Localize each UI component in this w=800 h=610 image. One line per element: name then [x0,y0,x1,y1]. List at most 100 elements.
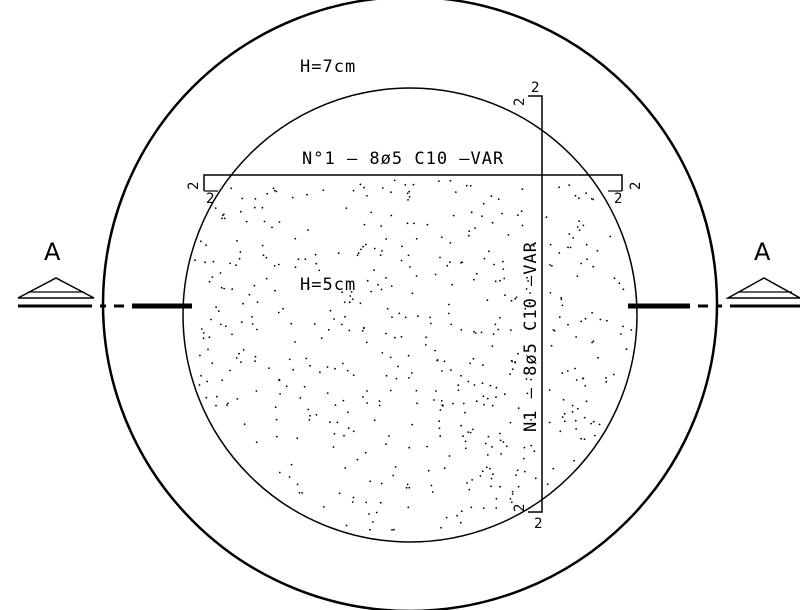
stipple-dot [381,250,383,252]
stipple-dot [385,277,387,279]
stipple-dot [215,404,217,407]
stipple-dot [290,463,293,466]
stipple-dot [211,362,214,365]
stipple-dot [499,432,501,435]
stipple-dot [533,245,535,247]
stipple-dot [494,280,497,283]
stipple-dot [433,399,435,401]
stipple-dot [261,244,264,247]
stipple-dot [327,328,330,331]
stipple-dot [487,435,490,438]
stipple-dot [262,254,265,257]
stipple-dot [605,380,608,383]
stipple-dot [468,488,471,491]
stipple-dot [480,331,483,334]
stipple-dot [356,254,359,257]
stipple-dot [443,360,446,363]
stipple-dot [529,292,531,294]
stipple-dot [347,411,349,414]
stipple-dot [561,372,564,374]
stipple-dot [392,474,395,477]
stipple-dot [585,400,588,403]
stipple-dot [411,292,414,295]
stipple-dot [592,420,595,423]
stipple-dot [569,246,572,249]
stipple-dot [469,185,472,187]
stipple-dot [200,374,203,377]
stipple-dot [370,211,373,214]
stipple-dot [219,323,222,326]
stipple-dot [240,321,243,324]
stipple-dot [348,301,351,304]
stipple-dot [208,280,211,283]
stipple-dot [221,214,224,217]
stipple-dot [520,210,523,213]
stipple-dot [511,368,514,370]
stipple-dot [526,392,529,395]
stipple-dot [314,253,317,256]
stipple-dot [483,403,485,406]
stipple-dot [483,257,486,260]
stipple-dot [466,482,468,484]
hook-length-left-inner: 2 [206,191,214,207]
stipple-dot [373,269,375,271]
stipple-dot [459,521,462,524]
stipple-dot [204,261,207,264]
stipple-dot [322,506,325,508]
stipple-dot [481,382,484,384]
stipple-dot [548,389,551,391]
stipple-dot [223,217,226,220]
stipple-dot [241,197,244,200]
stipple-dot [467,380,470,383]
stipple-dot [385,443,387,446]
stipple-dot [326,366,329,368]
stipple-dot [482,364,484,367]
stipple-dot [345,524,348,527]
stipple-dot [275,435,278,438]
stipple-dot [521,188,524,191]
stipple-dot [255,441,258,444]
stipple-dot [309,364,311,367]
stipple-dot [438,420,441,423]
stipple-dot [473,278,475,281]
stipple-dot [395,377,398,380]
stipple-dot [334,404,337,406]
stipple-dot [515,474,517,476]
stipple-dot [469,431,472,434]
stipple-dot [231,288,234,291]
stipple-dot [561,416,564,418]
stipple-dot [326,392,329,394]
stipple-dot [482,202,485,205]
stipple-dot [231,333,233,336]
stipple-dot [592,340,595,343]
stipple-dot [352,374,355,376]
stipple-dot [449,261,451,264]
stipple-dot [584,317,587,320]
stipple-dot [424,344,427,346]
stipple-dot [294,237,297,240]
stipple-dot [393,528,395,531]
stipple-dot [308,419,311,421]
stipple-dot [379,254,382,256]
stipple-dot [490,485,492,488]
stipple-dot [362,396,364,398]
stipple-dot [465,184,468,187]
stipple-dot [567,246,569,249]
stipple-dot [351,501,354,503]
stipple-dot [390,214,393,217]
stipple-dot [527,280,529,282]
stipple-dot [447,312,450,315]
stipple-dot [412,183,415,186]
stipple-dot [430,322,432,325]
stipple-dot [605,377,607,379]
stipple-dot [451,283,454,286]
stipple-dot [357,252,360,255]
stipple-dot [509,498,512,500]
stipple-dot [415,275,418,277]
stipple-dot [426,445,428,448]
stipple-dot [491,446,493,448]
stipple-dot [334,367,336,370]
stipple-dot [200,328,203,330]
stipple-dot [479,475,482,477]
stipple-dot [378,404,381,407]
